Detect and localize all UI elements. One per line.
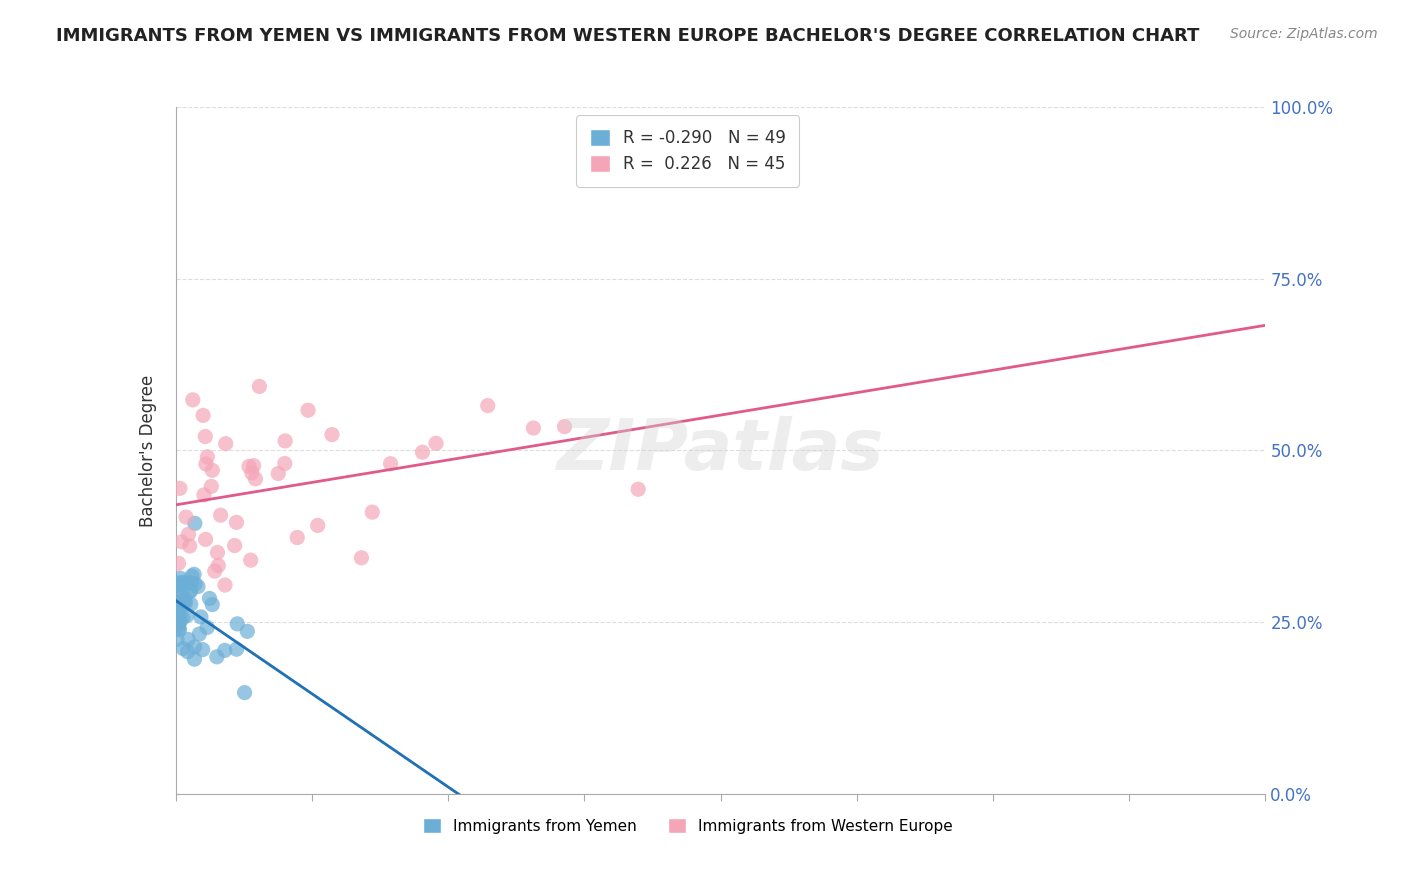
Point [170,585,193,599]
Point [214,643,236,657]
Point [172,641,194,656]
Point [380,457,402,471]
Point [191,409,214,423]
Point [174,596,197,610]
Point [411,445,433,459]
Point [225,516,247,530]
Point [184,576,207,591]
Point [240,466,263,480]
Point [181,392,204,407]
Point [172,593,194,607]
Point [361,505,384,519]
Point [169,615,191,629]
Point [245,472,267,486]
Point [169,623,191,637]
Point [183,567,205,582]
Point [174,510,197,524]
Point [194,533,217,547]
Point [190,610,212,624]
Point [247,379,270,393]
Point [627,482,650,496]
Point [176,608,198,623]
Point [225,642,247,657]
Point [194,429,217,443]
Point [174,593,197,607]
Point [188,627,211,641]
Point [194,457,217,471]
Point [187,580,209,594]
Point [180,575,202,590]
Point [167,618,190,632]
Legend: Immigrants from Yemen, Immigrants from Western Europe: Immigrants from Yemen, Immigrants from W… [415,810,960,841]
Point [267,467,290,481]
Point [166,607,188,621]
Point [191,642,214,657]
Point [167,622,190,636]
Point [167,556,190,570]
Point [554,419,576,434]
Point [176,644,198,658]
Point [274,457,297,471]
Y-axis label: Bachelor's Degree: Bachelor's Degree [139,375,157,526]
Point [167,612,190,626]
Point [215,436,238,450]
Point [183,652,205,666]
Point [201,598,224,612]
Point [236,624,259,639]
Point [180,597,202,611]
Point [170,534,193,549]
Point [177,527,200,541]
Point [224,539,246,553]
Point [198,591,221,606]
Point [200,479,222,493]
Point [195,620,218,634]
Point [207,545,229,559]
Point [167,576,190,591]
Point [307,518,329,533]
Point [169,481,191,495]
Point [169,577,191,591]
Point [179,584,201,599]
Point [239,553,262,567]
Point [477,399,499,413]
Point [180,569,202,583]
Point [201,463,224,477]
Point [177,632,200,647]
Point [166,601,188,615]
Point [274,434,297,448]
Text: ZIPatlas: ZIPatlas [557,416,884,485]
Point [166,596,188,610]
Point [172,575,194,590]
Point [209,508,232,523]
Point [172,611,194,625]
Point [169,571,191,585]
Point [321,427,343,442]
Point [226,616,249,631]
Text: Source: ZipAtlas.com: Source: ZipAtlas.com [1230,27,1378,41]
Point [172,577,194,591]
Point [238,459,260,474]
Point [297,403,319,417]
Point [233,685,256,699]
Point [522,421,544,435]
Point [195,450,218,464]
Point [425,436,447,450]
Point [166,632,188,647]
Point [350,550,373,565]
Text: IMMIGRANTS FROM YEMEN VS IMMIGRANTS FROM WESTERN EUROPE BACHELOR'S DEGREE CORREL: IMMIGRANTS FROM YEMEN VS IMMIGRANTS FROM… [56,27,1199,45]
Point [165,579,187,593]
Point [204,564,226,578]
Point [166,586,188,600]
Point [285,531,308,545]
Point [183,640,205,654]
Point [179,583,201,598]
Point [207,558,229,573]
Point [169,603,191,617]
Point [242,458,264,473]
Point [205,649,228,664]
Point [179,539,201,553]
Point [184,516,207,531]
Point [193,488,215,502]
Point [214,578,236,592]
